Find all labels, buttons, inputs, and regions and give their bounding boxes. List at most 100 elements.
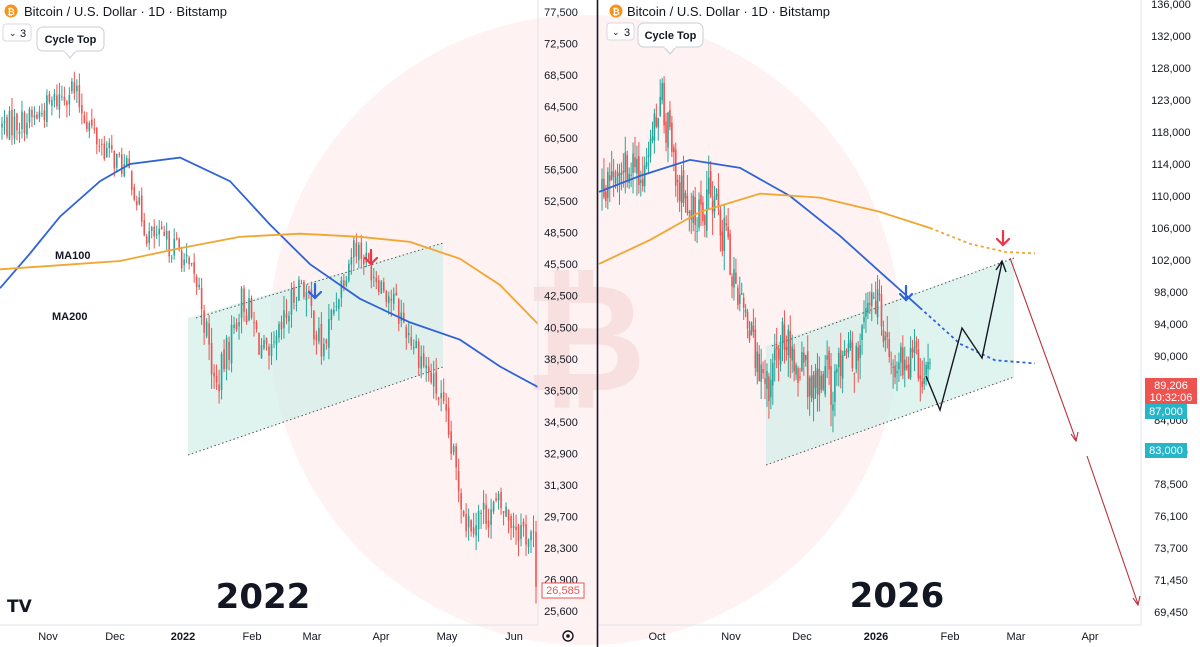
right-candle — [773, 333, 776, 382]
left-x-tick-apr: Apr — [372, 631, 389, 643]
right-candle — [828, 346, 830, 386]
left-y-tick-42500: 42,500 — [544, 291, 578, 303]
left-candle — [373, 268, 375, 287]
left-candle — [96, 126, 98, 155]
right-candle — [709, 160, 712, 199]
right-candle — [673, 144, 675, 172]
left-candle — [225, 335, 228, 381]
left-candle — [462, 509, 465, 518]
left-candle — [195, 274, 198, 295]
right-candle — [771, 353, 774, 405]
left-candle — [133, 183, 136, 202]
right-candle — [764, 359, 766, 400]
right-candle — [744, 304, 747, 318]
left-y-tick-29700: 29,700 — [544, 511, 578, 523]
right-ma200-projection — [929, 227, 1036, 255]
right-candle — [876, 275, 879, 325]
left-candle — [363, 254, 365, 276]
left-candle — [273, 331, 275, 349]
right-candle — [686, 175, 689, 216]
right-last-price: 89,206 — [1154, 380, 1188, 392]
left-candle — [250, 295, 253, 320]
right-candle — [791, 334, 794, 373]
left-candle — [480, 509, 482, 529]
left-header: ₿ Bitcoin / U.S. Dollar · 1D · Bitstamp … — [2, 4, 227, 42]
left-candle — [220, 351, 223, 400]
right-candle — [669, 101, 671, 131]
left-candle — [315, 330, 318, 355]
right-channel-top-line — [771, 257, 1015, 347]
left-candle — [515, 514, 517, 545]
left-candle — [340, 276, 343, 307]
right-candle — [657, 117, 660, 141]
left-candle — [310, 281, 313, 319]
left-candles — [1, 71, 537, 604]
right-candle — [841, 350, 844, 394]
right-candle — [820, 370, 823, 393]
right-candle — [738, 276, 741, 312]
left-x-axis: Nov Dec 2022 Feb Mar Apr May Jun — [38, 631, 523, 643]
right-ma200-line — [598, 192, 931, 265]
right-candle — [913, 329, 916, 372]
right-y-tick-110000: 110,000 — [1152, 191, 1191, 203]
left-candle — [170, 254, 173, 263]
right-candles — [601, 76, 931, 433]
right-candle — [832, 391, 834, 433]
left-candle — [163, 225, 165, 237]
right-candle — [684, 190, 687, 213]
left-candle — [91, 108, 93, 129]
right-candle — [616, 163, 619, 193]
left-candle — [258, 332, 260, 356]
left-candle — [447, 397, 450, 439]
left-candle — [26, 113, 28, 139]
left-candle — [93, 118, 96, 134]
left-badge-box[interactable] — [2, 23, 32, 42]
left-candle — [460, 488, 462, 524]
right-candle — [923, 357, 925, 390]
left-candle — [18, 122, 21, 143]
left-candle — [135, 195, 138, 211]
left-candle — [88, 120, 91, 139]
right-candle — [845, 348, 848, 359]
right-candle — [721, 219, 724, 257]
left-candle — [507, 509, 510, 534]
left-candle — [13, 108, 16, 145]
right-candle — [647, 141, 650, 175]
right-price-badge-87000: 87,000 — [1145, 404, 1187, 419]
right-y-tick-128000: 128,000 — [1151, 63, 1191, 75]
left-channel-top-line — [195, 242, 444, 319]
right-candle — [752, 308, 755, 338]
right-candle — [927, 343, 929, 382]
left-y-tick-32900: 32,900 — [544, 448, 578, 460]
right-candle — [865, 293, 867, 334]
left-candle — [73, 71, 76, 100]
left-candle — [410, 325, 413, 350]
left-candle — [68, 87, 71, 116]
left-candle — [293, 280, 295, 310]
right-candle — [729, 229, 731, 276]
left-candle — [325, 338, 328, 350]
left-candle — [415, 334, 418, 349]
left-candle — [46, 89, 48, 127]
left-candle — [465, 503, 467, 538]
right-y-tick-106000: 106,000 — [1151, 223, 1191, 235]
right-candle — [665, 112, 667, 152]
left-candle — [86, 111, 88, 133]
left-candle — [470, 519, 472, 537]
right-projected-path — [925, 261, 1003, 413]
gear-icon[interactable] — [562, 630, 574, 642]
left-x-tick-dec: Dec — [105, 631, 125, 643]
right-y-tick-102000: 102,000 — [1151, 255, 1191, 267]
right-badge-box[interactable] — [606, 22, 635, 41]
left-candle — [118, 152, 121, 158]
left-candle — [290, 282, 293, 328]
left-candle — [150, 225, 153, 239]
left-candle — [420, 345, 423, 379]
left-candle — [48, 91, 51, 105]
left-candle — [260, 338, 263, 359]
left-candle — [130, 170, 133, 196]
left-candle — [432, 360, 435, 399]
right-x-axis: Oct Nov Dec 2026 Feb Mar Apr — [648, 631, 1098, 643]
right-x-tick-mar: Mar — [1007, 631, 1026, 643]
